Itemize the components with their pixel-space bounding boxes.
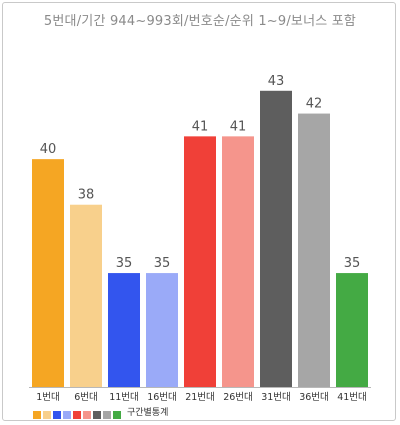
legend-label: 구간별통계 bbox=[127, 408, 169, 418]
bar-6 bbox=[222, 136, 254, 387]
bar-8 bbox=[298, 113, 330, 388]
data-label-2: 38 bbox=[78, 188, 95, 203]
legend-swatch-5 bbox=[73, 410, 81, 419]
x-tick-label-3: 11번대 bbox=[109, 392, 139, 403]
data-label-6: 41 bbox=[230, 119, 247, 134]
x-tick-label-7: 31번대 bbox=[261, 392, 291, 403]
data-label-7: 43 bbox=[268, 74, 285, 89]
legend-swatch-3 bbox=[53, 410, 61, 419]
data-label-9: 35 bbox=[344, 256, 361, 271]
x-tick-label-1: 1번대 bbox=[36, 392, 60, 403]
chart-legend: 구간별통계 bbox=[33, 407, 168, 419]
bar-7 bbox=[260, 90, 292, 388]
data-label-1: 40 bbox=[40, 142, 57, 157]
x-tick-label-8: 36번대 bbox=[299, 392, 329, 403]
bar-2 bbox=[70, 204, 102, 387]
x-tick-label-9: 41번대 bbox=[337, 392, 367, 403]
legend-swatch-4 bbox=[63, 410, 71, 419]
data-label-4: 35 bbox=[154, 256, 171, 271]
x-tick-label-4: 16번대 bbox=[147, 392, 177, 403]
data-label-3: 35 bbox=[116, 256, 133, 271]
bar-4 bbox=[146, 273, 178, 387]
legend-swatches bbox=[33, 404, 123, 423]
bar-1 bbox=[32, 159, 64, 387]
bar-9 bbox=[336, 273, 368, 387]
chart-title: 5번대/기간 944~993회/번호순/순위 1~9/보너스 포함 bbox=[43, 14, 357, 29]
x-tick-label-5: 21번대 bbox=[185, 392, 215, 403]
legend-swatch-9 bbox=[113, 410, 121, 419]
legend-swatch-8 bbox=[103, 410, 111, 419]
legend-swatch-2 bbox=[43, 410, 51, 419]
legend-swatch-6 bbox=[83, 410, 91, 419]
data-label-8: 42 bbox=[306, 97, 323, 112]
bar-3 bbox=[108, 273, 140, 387]
legend-swatch-1 bbox=[33, 410, 41, 419]
x-tick-label-6: 26번대 bbox=[223, 392, 253, 403]
x-tick-label-2: 6번대 bbox=[74, 392, 98, 403]
legend-swatch-7 bbox=[93, 410, 101, 419]
bar-5 bbox=[184, 136, 216, 387]
data-label-5: 41 bbox=[192, 119, 209, 134]
